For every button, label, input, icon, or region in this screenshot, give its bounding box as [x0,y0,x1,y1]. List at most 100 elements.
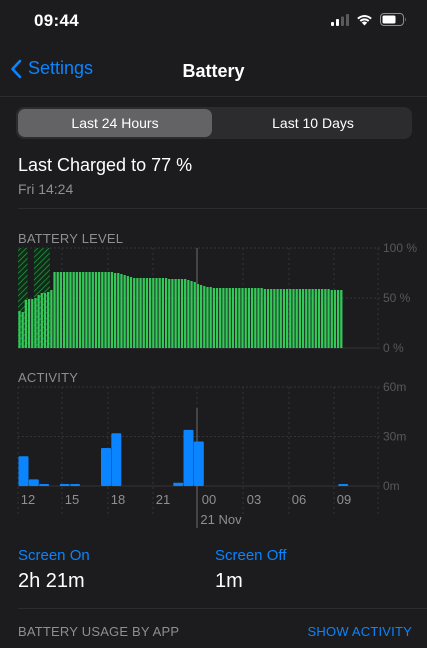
battery-level-bar [75,272,78,348]
battery-level-bar [308,289,311,348]
battery-level-bar [187,280,190,348]
battery-level-bar [152,278,155,348]
activity-x-tick-label: 15 [65,492,79,507]
battery-level-bar [168,279,171,348]
battery-level-bar [311,289,314,348]
activity-bar [28,479,39,486]
battery-level-bar [59,272,63,348]
battery-level-bar [139,278,142,348]
battery-level-bar [193,282,196,348]
segment-last-24-hours[interactable]: Last 24 Hours [18,109,212,137]
battery-level-bar [260,288,263,348]
battery-level-bar [203,286,206,348]
battery-level-bar [190,281,193,348]
activity-bar [183,429,194,486]
battery-level-bar [62,272,66,348]
battery-level-label: BATTERY LEVEL [18,231,124,246]
wifi-icon [357,15,372,26]
activity-bar [193,441,204,486]
battery-level-bar [321,289,324,348]
battery-level-bar [158,278,161,348]
activity-x-tick-label: 18 [111,492,125,507]
battery-level-bar [47,292,50,348]
battery-level-bar [222,288,225,348]
battery-level-bar [314,289,317,348]
battery-level-bar [289,289,292,348]
battery-level-bar [327,289,330,348]
time-range-segmented-control: Last 24 Hours Last 10 Days [16,107,412,139]
battery-level-bar [107,272,110,348]
battery-level-bar [85,272,88,348]
activity-x-tick-label: 12 [21,492,35,507]
segment-last-10-days[interactable]: Last 10 Days [272,115,354,131]
battery-level-bar [250,288,254,348]
battery-level-bar [282,289,286,348]
screen-off-label: Screen Off [215,547,287,564]
last-charged-title: Last Charged to 77 % [18,155,193,175]
battery-level-bar [219,288,222,348]
battery-level-bar [266,289,270,348]
battery-level-bar [18,311,21,348]
battery-level-bar [241,288,244,348]
battery-level-bar [91,272,94,348]
battery-level-bar [37,295,40,348]
battery-level-chart: 100 % 50 % 0 % [18,241,417,355]
last-charged-date: Fri 14:24 [18,181,74,197]
battery-level-bar [27,299,31,348]
battery-y-tick-label: 100 % [383,241,417,255]
battery-level-bar [82,272,85,348]
battery-level-bar [212,288,215,348]
status-time: 09:44 [34,11,79,30]
battery-level-bar [276,289,279,348]
activity-bar [59,484,70,486]
battery-level-bar [295,289,298,348]
back-button[interactable]: Settings [10,58,93,79]
battery-level-bar [324,289,327,348]
activity-x-tick-label: 00 [202,492,216,507]
back-button-label: Settings [28,58,94,78]
battery-level-bar [136,278,139,348]
battery-level-bar [94,272,98,348]
battery-level-bar [98,272,101,348]
battery-level-bar [244,288,247,348]
battery-level-bar [292,289,295,348]
activity-bar [338,484,349,486]
battery-level-bar [120,274,123,348]
activity-bar [101,448,111,486]
battery-level-bar [66,272,69,348]
battery-level-bar [285,289,289,348]
battery-level-bar [257,288,260,348]
section-divider [18,608,427,609]
battery-level-bar [177,279,180,348]
battery-level-bar [56,272,59,348]
activity-chart: 60m 30m 0m 12 15 18 21 00 03 06 09 21 Nov [17,380,406,528]
battery-level-bar [196,284,200,348]
battery-level-bar [279,289,282,348]
battery-level-bar [161,278,165,348]
battery-level-bar [88,272,91,348]
battery-level-bar [247,288,251,348]
battery-level-bar [34,298,37,348]
battery-level-bar [209,287,212,348]
battery-level-bar [215,288,219,348]
battery-level-bar [72,272,75,348]
battery-level-bar [40,293,43,348]
battery-level-bar [180,279,184,348]
battery-level-bar [123,275,126,348]
charging-period [18,248,28,348]
battery-level-bar [174,279,177,348]
battery-level-bar [148,278,152,348]
page-title: Battery [182,61,245,81]
battery-level-bar [206,287,209,348]
battery-level-bar [24,300,28,348]
activity-date-label: 21 Nov [200,512,242,527]
battery-level-bar [298,289,302,348]
battery-level-bar [273,289,276,348]
show-activity-button[interactable]: SHOW ACTIVITY [307,624,412,639]
battery-level-bar [145,278,149,348]
battery-level-bar [330,290,333,348]
battery-level-bar [263,289,266,348]
battery-level-bar [231,288,235,348]
battery-level-bar [21,312,24,348]
screen-on-label: Screen On [18,547,90,564]
